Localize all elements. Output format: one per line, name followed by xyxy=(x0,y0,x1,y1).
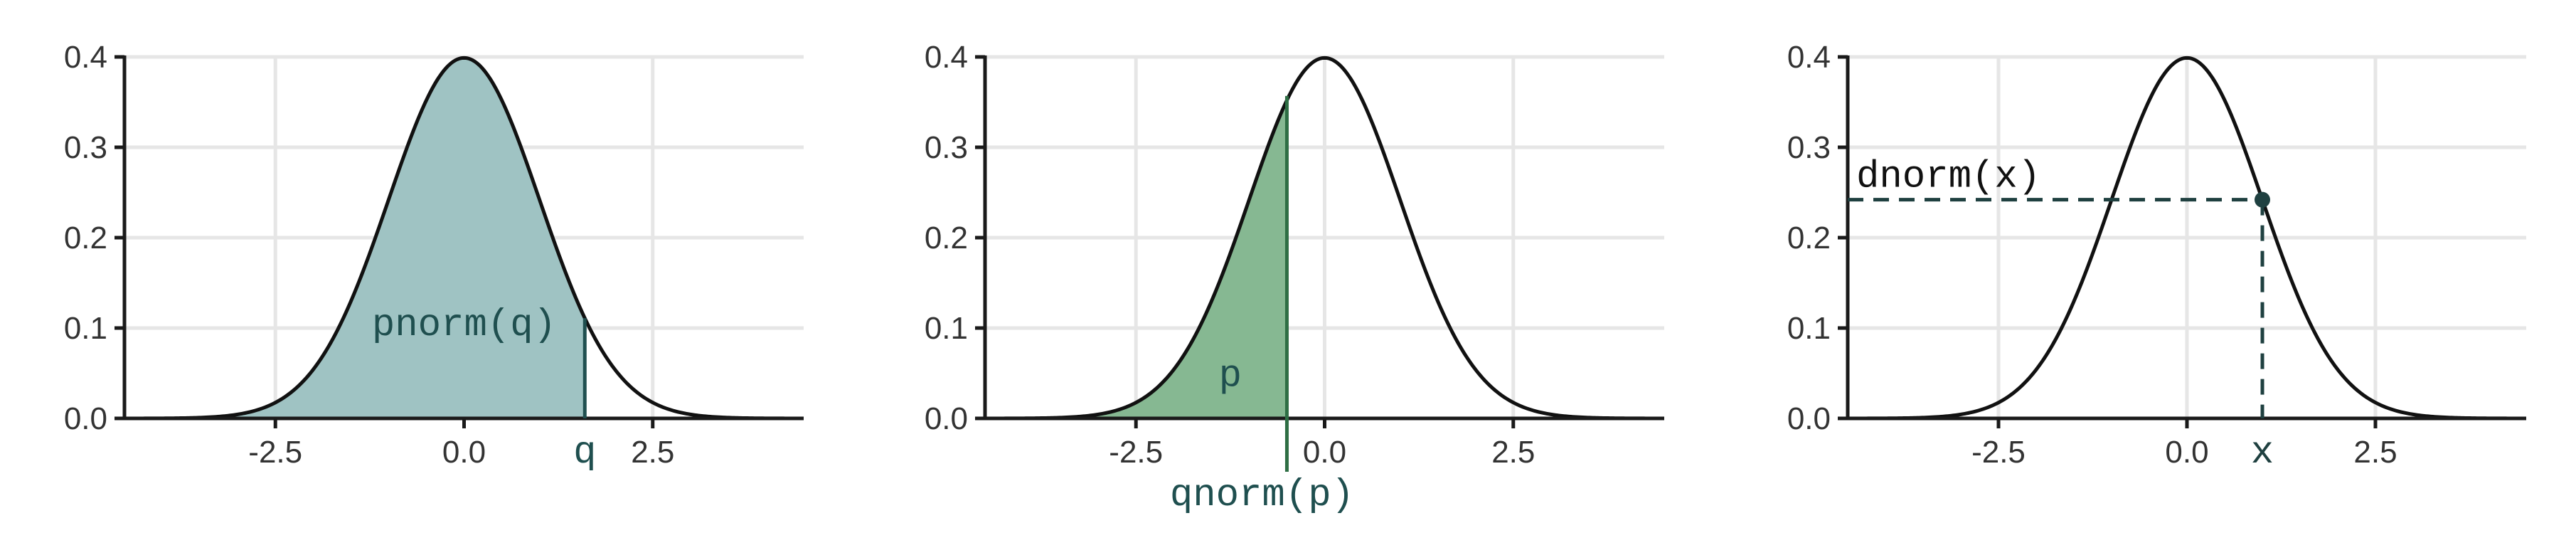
panel-2: 0.0 0.1 0.2 0.3 0.4 -2.5 0.0 2.5 qnorm(p) p xyxy=(925,40,1664,517)
x-tick-label: 2.5 xyxy=(2353,435,2397,470)
y-tick-label: 0.1 xyxy=(64,311,107,346)
x-label: x xyxy=(2251,431,2274,475)
x-tick-label: 0.0 xyxy=(442,435,486,470)
y-tick-label: 0.3 xyxy=(925,130,968,165)
x-tick-label: 0.0 xyxy=(2165,435,2208,470)
q-label: q xyxy=(573,431,596,475)
qnorm-label: qnorm(p) xyxy=(1170,474,1354,517)
x-tick-label: 0.0 xyxy=(1303,435,1346,470)
shaded-area xyxy=(985,100,1287,418)
y-tick-label: 0.2 xyxy=(1787,221,1831,255)
pnorm-annotation: pnorm(q) xyxy=(372,304,556,347)
panel-3: 0.0 0.1 0.2 0.3 0.4 -2.5 0.0 2.5 dnorm(x) x xyxy=(1787,40,2526,475)
y-tick-label: 0.1 xyxy=(1787,311,1831,346)
x-tick-label: -2.5 xyxy=(1109,435,1163,470)
y-tick-label: 0.0 xyxy=(1787,401,1831,436)
y-tick-label: 0.4 xyxy=(925,40,968,75)
density-curve xyxy=(985,56,1664,421)
y-tick-label: 0.0 xyxy=(64,401,107,436)
panel-1: 0.0 0.1 0.2 0.3 0.4 -2.5 0.0 2.5 q pnorm(q) xyxy=(64,40,804,475)
shaded-area xyxy=(124,58,585,418)
y-tick-label: 0.2 xyxy=(925,221,968,255)
y-tick-label: 0.3 xyxy=(1787,130,1831,165)
x-tick-label: -2.5 xyxy=(248,435,302,470)
y-tick-label: 0.0 xyxy=(925,401,968,436)
y-tick-label: 0.2 xyxy=(64,221,107,255)
dnorm-annotation: dnorm(x) xyxy=(1856,156,2040,199)
p-annotation: p xyxy=(1219,355,1242,398)
y-tick-label: 0.1 xyxy=(925,311,968,346)
density-curve xyxy=(124,56,804,421)
density-curve xyxy=(1848,56,2526,421)
y-tick-label: 0.3 xyxy=(64,130,107,165)
density-point xyxy=(2255,191,2270,208)
y-tick-label: 0.4 xyxy=(1787,40,1831,75)
x-tick-label: -2.5 xyxy=(1971,435,2026,470)
x-tick-label: 2.5 xyxy=(1491,435,1535,470)
y-tick-label: 0.4 xyxy=(64,40,107,75)
x-tick-label: 2.5 xyxy=(631,435,674,470)
